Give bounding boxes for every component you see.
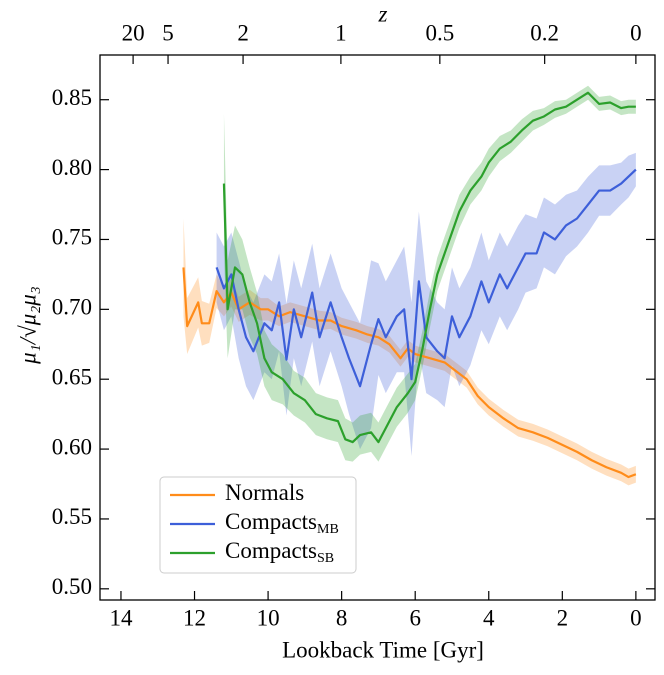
x2-tick-label: 5 <box>162 20 174 45</box>
y-tick-label: 0.50 <box>52 574 92 599</box>
y-tick-label: 0.80 <box>52 155 92 180</box>
x-tick-label: 4 <box>483 605 495 630</box>
x-axis-label: Lookback Time [Gyr] <box>282 637 484 662</box>
plot-frame <box>99 54 656 601</box>
y-axis-label: μ₁/√μ₂μ₃ <box>15 286 40 365</box>
y-tick-label: 0.55 <box>52 504 92 529</box>
x2-tick-label: 0.5 <box>425 20 454 45</box>
error-band <box>216 152 636 457</box>
x-tick-label: 14 <box>109 605 133 630</box>
legend-label: CompactsSB <box>225 538 334 566</box>
error-band <box>223 85 636 462</box>
legend-box <box>159 476 357 574</box>
y-tick-label: 0.75 <box>52 225 92 250</box>
legend-subscript: SB <box>317 551 334 566</box>
x2-axis-label: z <box>378 1 388 26</box>
series-line <box>222 91 636 444</box>
x-tick-label: 2 <box>557 605 569 630</box>
x-tick-label: 6 <box>409 605 421 630</box>
x2-tick-label: 20 <box>122 20 145 45</box>
x2-tick-label: 0.2 <box>530 20 559 45</box>
x-tick-label: 8 <box>336 605 348 630</box>
y-tick-label: 0.70 <box>52 295 92 320</box>
series-line <box>215 168 637 388</box>
legend-label: CompactsMB <box>225 509 339 537</box>
x-tick-label: 12 <box>183 605 206 630</box>
y-tick-label: 0.65 <box>52 364 92 389</box>
legend-name: Normals <box>225 480 304 505</box>
x-tick-label: 0 <box>630 605 642 630</box>
legend-name: Compacts <box>225 538 317 563</box>
legend-name: Compacts <box>225 509 317 534</box>
x2-tick-label: 1 <box>335 20 347 45</box>
y-tick-label: 0.85 <box>52 85 92 110</box>
x2-tick-label: 2 <box>237 20 249 45</box>
x2-tick-label: 0 <box>630 20 642 45</box>
y-tick-label: 0.60 <box>52 434 92 459</box>
x-tick-label: 10 <box>257 605 280 630</box>
legend-label: Normals <box>225 480 304 505</box>
legend-subscript: MB <box>317 522 339 537</box>
